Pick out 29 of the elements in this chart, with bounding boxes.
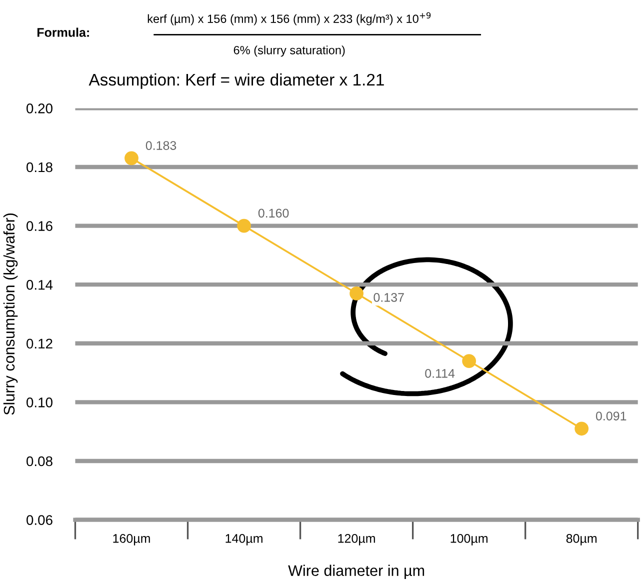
data-label: 0.183 xyxy=(146,141,176,150)
point xyxy=(124,151,138,166)
text: 0.20 xyxy=(26,104,52,114)
point xyxy=(462,354,476,368)
x-tick-label: 140µm xyxy=(226,534,262,546)
text: kerf (µm) x 156 (mm) x 156 (mm) x 233 (kg/m³) x 10$^{+9}$ xyxy=(148,12,431,26)
text: 0.18 xyxy=(26,162,52,172)
x-tick-label: 160µm xyxy=(113,534,150,546)
text: 0.12 xyxy=(26,338,52,349)
text: 6% (slurry saturation) xyxy=(234,46,345,57)
text: 0.16 xyxy=(26,221,52,231)
text: Formula: xyxy=(37,28,89,37)
x-tick-label: 80µm xyxy=(566,534,597,546)
text: 0.10 xyxy=(26,398,52,408)
point xyxy=(574,422,589,436)
data-label: 0.091 xyxy=(596,412,626,420)
x-tick-label: 120µm xyxy=(338,534,375,546)
x-axis-title: Wire diameter in µm xyxy=(288,564,424,580)
data-label: 0.160 xyxy=(258,208,289,218)
data-label: 0.137 xyxy=(374,293,404,302)
data-label: 0.114 xyxy=(425,368,455,378)
point xyxy=(350,286,364,300)
point xyxy=(237,218,251,233)
x-tick-label: 100µm xyxy=(450,534,488,546)
text: Assumption: Kerf = wire diameter x 1.21 xyxy=(88,73,384,89)
y-axis-title: Slurry consumption (kg/wafer) xyxy=(3,213,18,415)
text: 0.06 xyxy=(26,515,52,525)
text: 0.14 xyxy=(26,280,53,290)
text: 0.08 xyxy=(26,456,52,466)
